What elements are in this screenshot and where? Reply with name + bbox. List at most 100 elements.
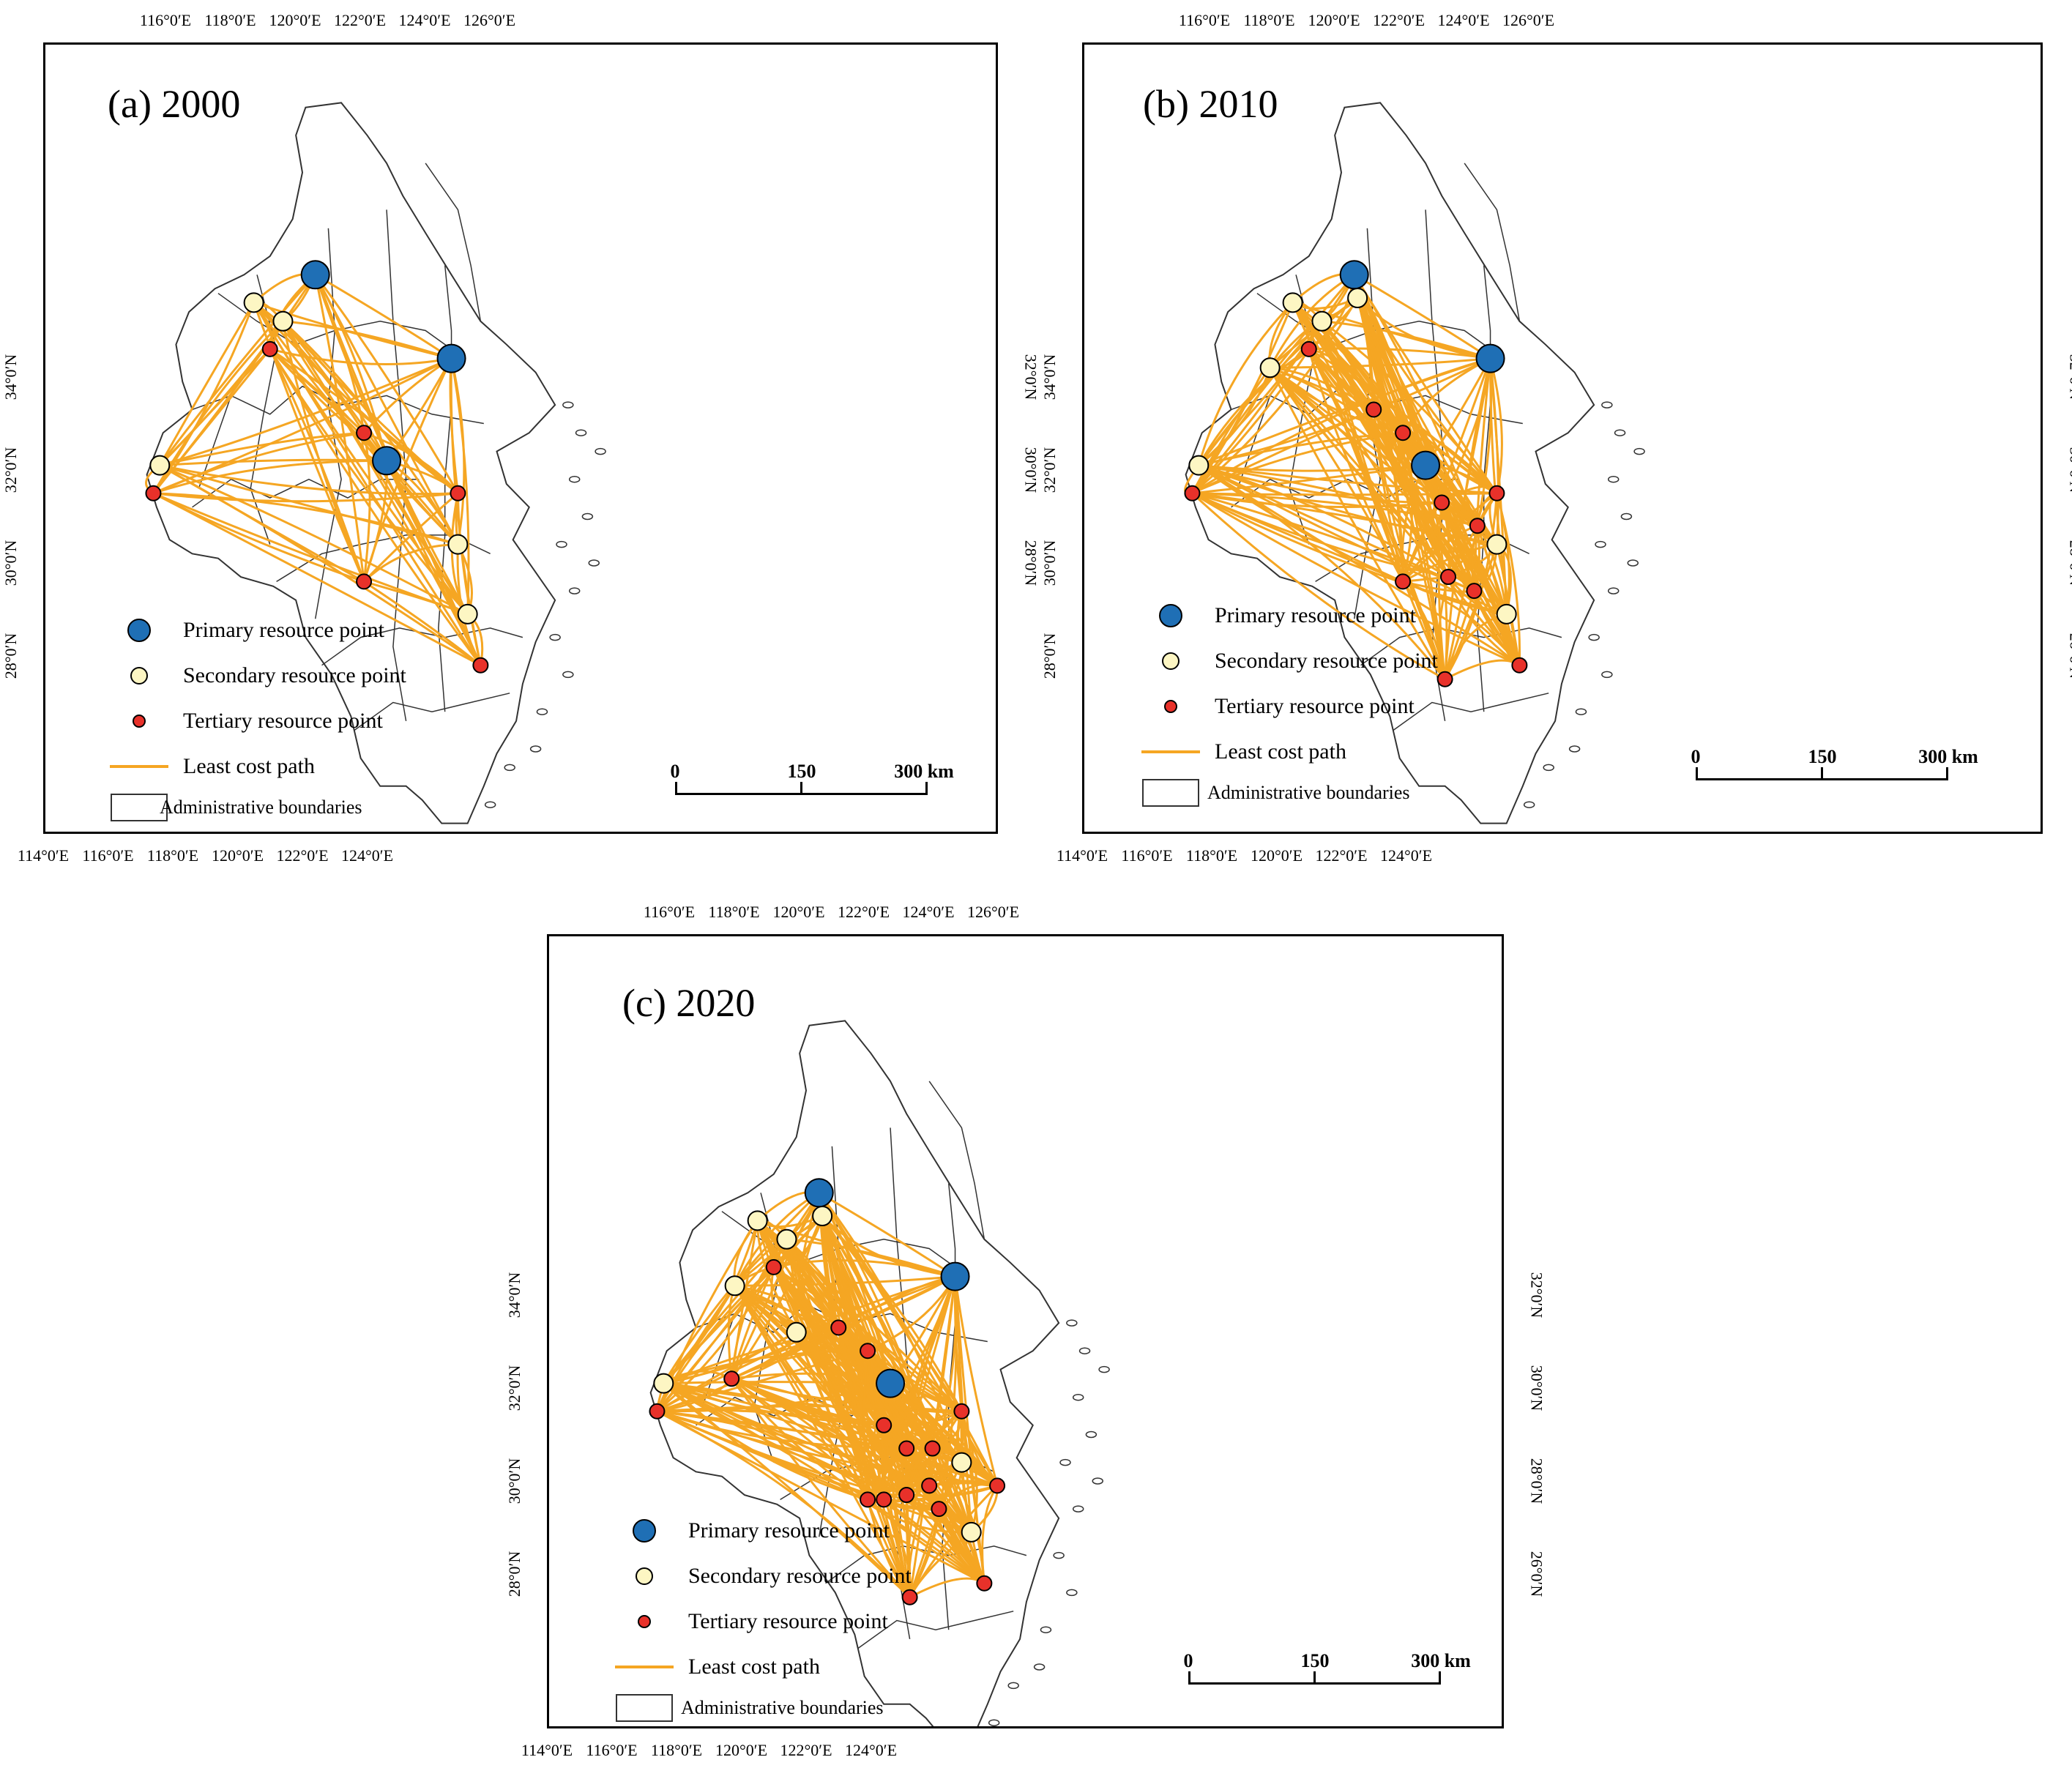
island (1588, 633, 1600, 641)
tertiary-point-icon (638, 1615, 651, 1628)
tertiary-resource-point (649, 1403, 666, 1420)
least-cost-paths (1184, 272, 1521, 681)
graticule-label: 124°0′E (844, 1741, 898, 1759)
scale-label-end: 300 km (894, 761, 954, 782)
graticule-label: 32°0′N (1021, 354, 1040, 400)
scale-label-end: 300 km (1411, 1650, 1471, 1671)
least-cost-path (1191, 492, 1446, 681)
graticule-label: 32°0′N (1, 447, 20, 493)
scale-label-mid: 150 (1808, 746, 1837, 767)
graticule-label: 124°0′E (1379, 846, 1433, 865)
least-cost-path (159, 464, 469, 616)
secondary-resource-point (812, 1206, 833, 1227)
graticule-label: 126°0′E (463, 11, 516, 29)
graticule-label: 120°0′E (1308, 11, 1360, 29)
graticule-label: 28°0′N (1527, 1458, 1546, 1504)
island (1092, 1477, 1103, 1485)
legend-label-tertiary: Tertiary resource point (688, 1609, 888, 1633)
graticule-label: 30°0′N (2066, 447, 2072, 493)
least-cost-path (1191, 367, 1271, 494)
primary-resource-point (876, 1368, 906, 1398)
island (1053, 1551, 1065, 1559)
least-cost-path (730, 1267, 775, 1379)
island (562, 401, 574, 409)
tertiary-resource-point (860, 1491, 876, 1508)
tertiary-resource-point (1395, 573, 1412, 590)
least-cost-path (1269, 367, 1450, 578)
island (1033, 1663, 1046, 1671)
island (1614, 429, 1626, 436)
tertiary-resource-point (830, 1319, 847, 1336)
island (549, 633, 561, 641)
scale-tick (675, 782, 677, 795)
graticule-label: 114°0′E (17, 846, 70, 865)
tertiary-resource-point (450, 485, 466, 501)
admin-boundary (314, 228, 342, 619)
island (484, 801, 496, 808)
tertiary-resource-point (953, 1403, 970, 1420)
primary-point-icon (127, 619, 151, 642)
island (562, 671, 574, 679)
least-cost-path (821, 1215, 999, 1487)
island (988, 1719, 1000, 1726)
least-cost-path (269, 348, 365, 582)
scale-tick (1313, 1671, 1316, 1685)
tertiary-point-icon (133, 715, 146, 728)
legend-label-tertiary: Tertiary resource point (1215, 694, 1415, 718)
map-panel-a: (a) 2000 Primary resource point Secondar… (1, 12, 1040, 864)
scale-label-zero: 0 (670, 761, 680, 782)
legend-label-boundary: Administrative boundaries (1207, 782, 1410, 803)
graticule-label: 122°0′E (837, 903, 890, 921)
island (581, 512, 594, 521)
least-cost-path (657, 1410, 907, 1496)
graticule-label: 124°0′E (398, 11, 451, 29)
least-cost-path (866, 1499, 911, 1598)
least-cost-path (818, 1192, 956, 1277)
graticule-label: 118°0′E (146, 846, 199, 865)
island (1085, 1431, 1098, 1439)
least-cost-path (269, 348, 482, 666)
graticule-label: 124°0′E (340, 846, 394, 865)
primary-resource-point (372, 446, 402, 476)
least-cost-path (314, 274, 459, 545)
least-cost-path (1476, 525, 1521, 666)
least-cost-path (1489, 358, 1503, 494)
least-cost-path (159, 431, 365, 467)
graticule-label: 32°0′N (1040, 447, 1059, 493)
graticule-label: 116°0′E (586, 1741, 638, 1759)
graticule-label: 116°0′E (1178, 11, 1231, 29)
secondary-resource-point (776, 1228, 797, 1250)
least-cost-path (657, 1349, 868, 1413)
primary-resource-point (940, 1261, 970, 1291)
admin-boundary (857, 1611, 1014, 1649)
secondary-resource-point (272, 310, 294, 332)
secondary-resource-point (1259, 357, 1281, 378)
graticule-label: 122°0′E (1372, 11, 1426, 29)
secondary-point-icon (130, 667, 148, 685)
least-cost-path (731, 1378, 911, 1598)
legend-label-path: Least cost path (183, 754, 315, 778)
tertiary-resource-point (901, 1589, 918, 1605)
secondary-resource-point (1486, 534, 1508, 555)
primary-resource-point (436, 343, 466, 373)
tertiary-resource-point (765, 1258, 782, 1275)
tertiary-resource-point (860, 1343, 876, 1359)
least-cost-path (907, 1485, 931, 1597)
least-cost-path (1472, 590, 1521, 666)
secondary-resource-point (961, 1521, 982, 1543)
graticule-label: 32°0′N (1527, 1272, 1546, 1318)
island (1078, 1347, 1091, 1354)
admin-boundary (1393, 693, 1549, 731)
least-cost-path (1308, 348, 1404, 583)
secondary-point-icon (636, 1567, 653, 1585)
graticule-label: 122°0′E (780, 1741, 832, 1759)
primary-point-icon (633, 1519, 656, 1543)
legend-label-secondary: Secondary resource point (688, 1564, 912, 1588)
boundary-box-icon (616, 1694, 673, 1722)
scale-label-mid: 150 (1300, 1650, 1330, 1671)
least-cost-path (656, 1215, 824, 1412)
least-cost-path (1437, 576, 1450, 680)
scale-label-end: 300 km (1918, 746, 1978, 767)
graticule-label: 124°0′E (1437, 11, 1490, 29)
island (1040, 1626, 1052, 1633)
